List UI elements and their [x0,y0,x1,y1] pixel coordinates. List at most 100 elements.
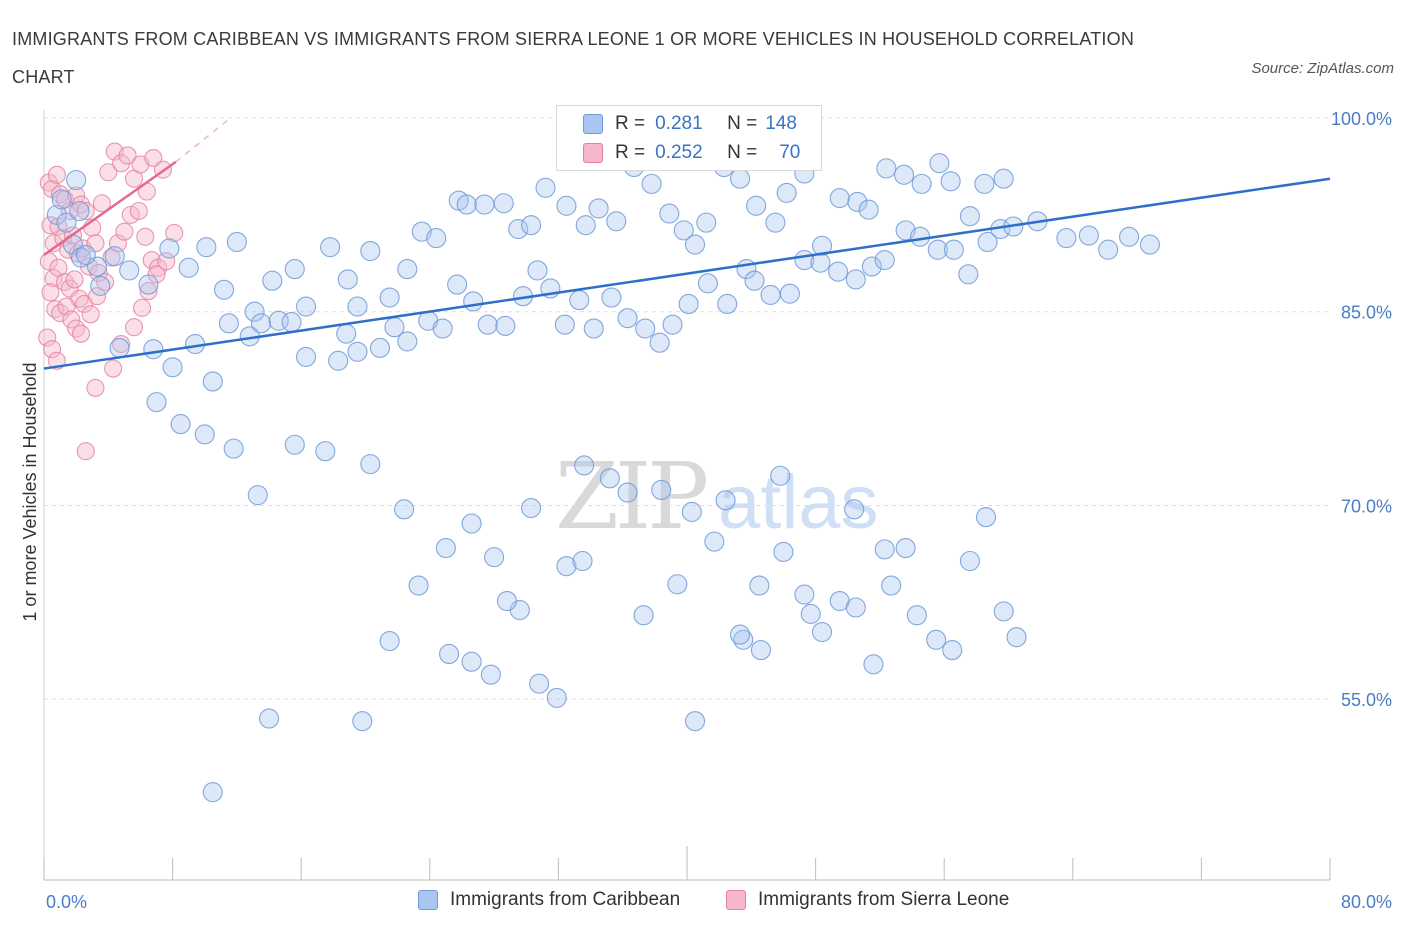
point-caribbean [439,643,460,665]
point-caribbean [744,270,765,291]
stats-swatch-sierra-leone [583,143,603,163]
point-caribbean [1119,226,1140,247]
point-caribbean [268,310,289,331]
point-caribbean [194,424,215,445]
point-caribbean [942,640,963,661]
point-caribbean [262,270,283,291]
point-caribbean [379,287,400,308]
point-sierra-leone [41,283,60,302]
point-caribbean [223,438,244,459]
point-caribbean [684,711,706,732]
point-caribbean [477,314,498,335]
point-caribbean [461,651,482,672]
point-sierra-leone [86,378,105,397]
bottom-legend: Immigrants from Caribbean Immigrants fro… [0,885,1406,919]
point-caribbean [681,501,702,522]
r-label: R = [615,113,646,134]
point-caribbean [993,601,1014,622]
point-caribbean [697,273,718,294]
point-sierra-leone [165,223,184,242]
point-caribbean [881,575,902,596]
point-caribbean [284,434,305,455]
point-sierra-leone [71,324,91,343]
legend-label-sierra-leone: Immigrants from Sierra Leone [758,889,1010,910]
point-caribbean [828,261,849,282]
point-caribbean [202,782,223,803]
point-sierra-leone [124,318,144,337]
point-sierra-leone [147,265,166,284]
point-caribbean [874,539,895,560]
point-caribbean [1056,228,1077,249]
point-caribbean [461,513,482,534]
point-caribbean [463,291,484,312]
point-caribbean [143,339,164,360]
point-sierra-leone [144,148,163,168]
point-caribbean [521,215,542,236]
point-sierra-leone [76,442,95,461]
point-caribbean [529,673,550,694]
point-caribbean [379,631,400,652]
point-caribbean [554,314,575,335]
watermark-zip: ZIP [555,443,706,550]
point-caribbean [527,260,548,281]
point-caribbean [662,314,683,335]
point-caribbean [347,341,368,362]
point-caribbean [829,188,850,209]
point-caribbean [926,629,947,650]
point-caribbean [729,624,751,645]
point-caribbean [226,231,247,253]
point-sierra-leone [65,270,84,289]
point-caribbean [1006,627,1027,648]
x-tick-label: 0.0% [46,892,87,912]
point-caribbean [218,313,239,334]
point-caribbean [649,332,670,353]
point-caribbean [858,199,879,220]
point-caribbean [69,200,90,222]
point-caribbean [765,212,786,233]
point-caribbean [572,550,593,572]
r-label: R = [615,142,646,163]
series-caribbean-points [46,153,1161,803]
y-tick-label: 85.0% [1341,303,1392,323]
n-value-caribbean: 148 [765,113,797,134]
point-caribbean [861,256,882,277]
point-sierra-leone [92,194,111,213]
trend-line-sierra-leone [43,160,177,256]
source-label: Source: ZipAtlas.com [1251,60,1394,77]
point-caribbean [178,257,199,278]
point-caribbean [876,158,897,179]
watermark-atlas: atlas [718,460,879,545]
point-caribbean [800,603,821,624]
point-caribbean [776,182,797,203]
point-caribbean [75,244,96,265]
point-caribbean [770,465,791,486]
legend-item-sierra-leone[interactable]: Immigrants from Sierra Leone [726,889,1009,911]
point-caribbean [717,293,738,315]
point-caribbean [959,550,980,572]
point-sierra-leone [118,146,137,165]
point-caribbean [974,173,995,194]
stats-row-sierra-leone: R = 0.252 N = 70 [557,139,800,167]
stats-swatch-caribbean [583,114,603,134]
point-caribbean [480,664,501,685]
point-caribbean [196,237,217,258]
point-caribbean [760,284,781,305]
point-caribbean [408,575,429,596]
point-caribbean [170,414,191,435]
point-caribbean [811,235,833,256]
point-caribbean [397,259,418,280]
point-caribbean [601,287,622,308]
r-value-sierra-leone: 0.252 [655,142,703,163]
point-caribbean [583,318,604,339]
point-caribbean [606,211,627,232]
legend-swatch-caribbean [418,890,438,910]
point-caribbean [993,168,1014,189]
point-caribbean [794,584,815,605]
point-sierra-leone [76,201,95,221]
point-caribbean [493,193,514,214]
point-caribbean [521,497,542,519]
point-caribbean [546,687,567,708]
n-label: N = [727,142,758,163]
point-caribbean [66,169,87,191]
legend-item-caribbean[interactable]: Immigrants from Caribbean [418,889,680,911]
